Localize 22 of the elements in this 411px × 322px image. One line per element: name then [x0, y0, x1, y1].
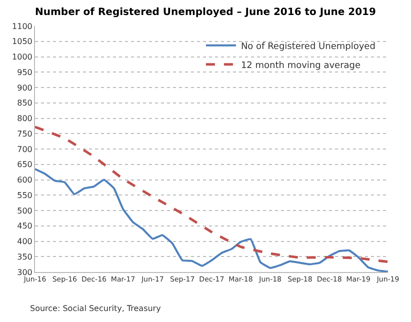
- y-tick-label: 700: [17, 144, 32, 154]
- y-tick-label: 650: [17, 160, 32, 170]
- y-tick-label: 900: [17, 83, 32, 92]
- chart-title: Number of Registered Unemployed – June 2016 to June 2019: [35, 7, 376, 18]
- line-series: [35, 126, 388, 264]
- y-tick-label: 750: [17, 129, 32, 138]
- y-tick-label: 450: [17, 222, 32, 231]
- y-tick-label: 1050: [12, 37, 32, 46]
- legend-label: 12 month moving average: [240, 60, 362, 71]
- legend-label: No of Registered Unemployed: [240, 42, 376, 52]
- y-tick-label: 800: [17, 114, 32, 124]
- source-note: Source: Social Security, Treasury: [30, 304, 162, 313]
- y-tick-label: 600: [17, 176, 32, 185]
- y-tick-label: 850: [17, 98, 32, 108]
- y-tick-label: 1100: [12, 22, 32, 31]
- y-tick-label: 1000: [12, 52, 32, 62]
- y-tick-label: 550: [17, 190, 32, 200]
- y-tick-label: 300: [17, 268, 32, 277]
- y-tick-label: 950: [17, 68, 32, 77]
- y-tick-label: 400: [17, 237, 32, 246]
- y-tick-label: 500: [17, 206, 32, 216]
- y-tick-label: 350: [17, 252, 32, 262]
